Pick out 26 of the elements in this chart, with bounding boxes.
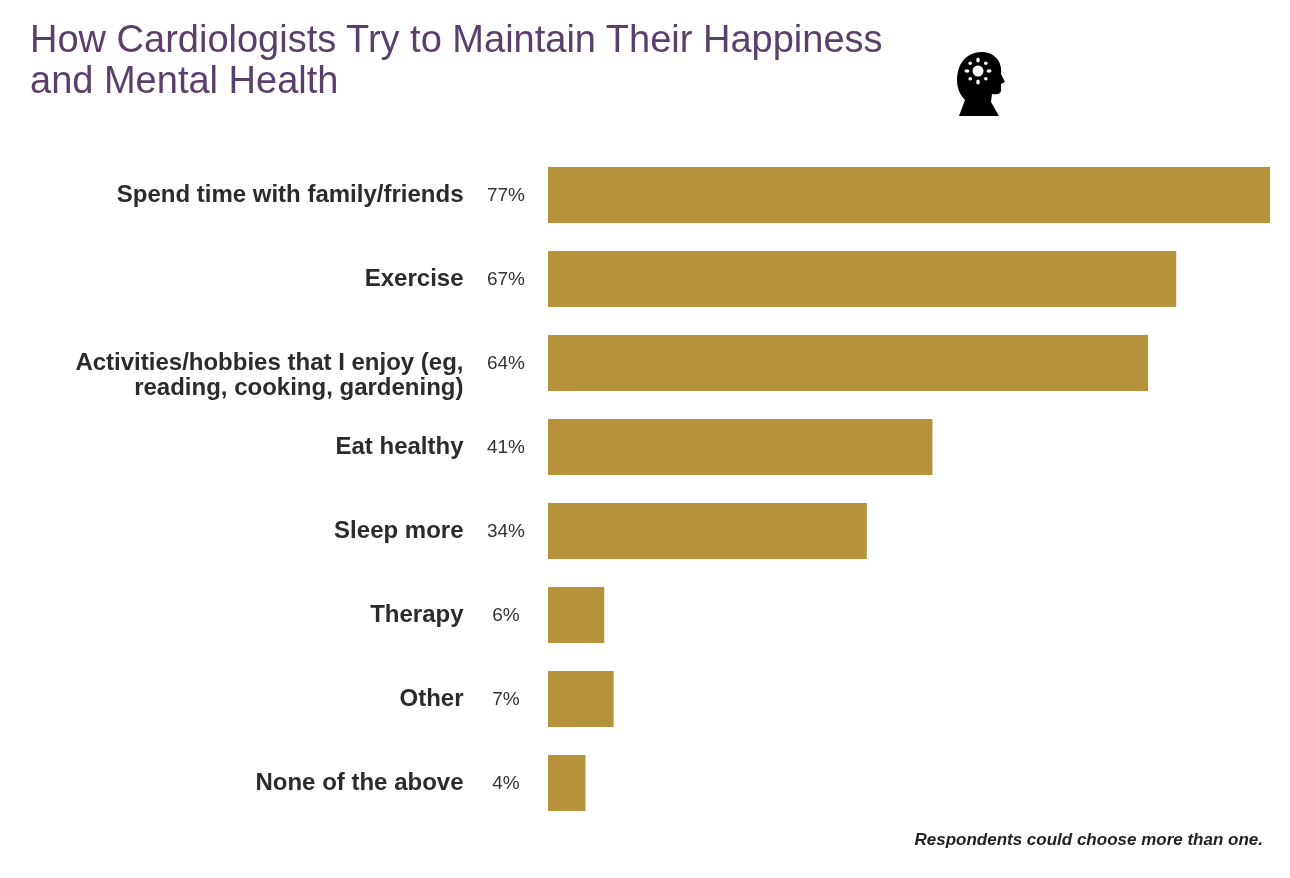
chart-title: How Cardiologists Try to Maintain Their Happiness and Mental Health — [30, 18, 884, 101]
bar — [548, 503, 867, 559]
y-tick-label: Other — [399, 684, 464, 711]
bar — [548, 167, 1270, 223]
y-tick-label: Spend time with family/friends — [116, 180, 464, 207]
bar — [548, 335, 1149, 391]
data-label: 41% — [486, 436, 526, 457]
data-label: 64% — [486, 352, 526, 373]
data-label: 4% — [492, 772, 520, 793]
y-tick-label: Sleep more — [334, 516, 464, 543]
text: Respondents could choose more than one. — [914, 830, 1263, 850]
y-tick-label: Therapy — [370, 600, 465, 627]
bar — [548, 251, 1177, 307]
data-label: 34% — [486, 520, 526, 541]
bar — [548, 419, 933, 475]
bar — [548, 671, 614, 727]
y-tick-label: Eat healthy — [335, 432, 465, 459]
bar — [548, 587, 605, 643]
data-label: 6% — [492, 604, 520, 625]
data-label: 67% — [486, 268, 526, 289]
data-label: 7% — [492, 688, 520, 709]
y-tick-label: Activities/hobbies that I enjoy (eg, reading, cooking, gardening) — [75, 348, 464, 400]
bar — [548, 755, 586, 811]
y-tick-label: None of the above — [255, 768, 464, 795]
data-label: 77% — [486, 184, 526, 205]
y-tick-label: Exercise — [364, 264, 464, 291]
